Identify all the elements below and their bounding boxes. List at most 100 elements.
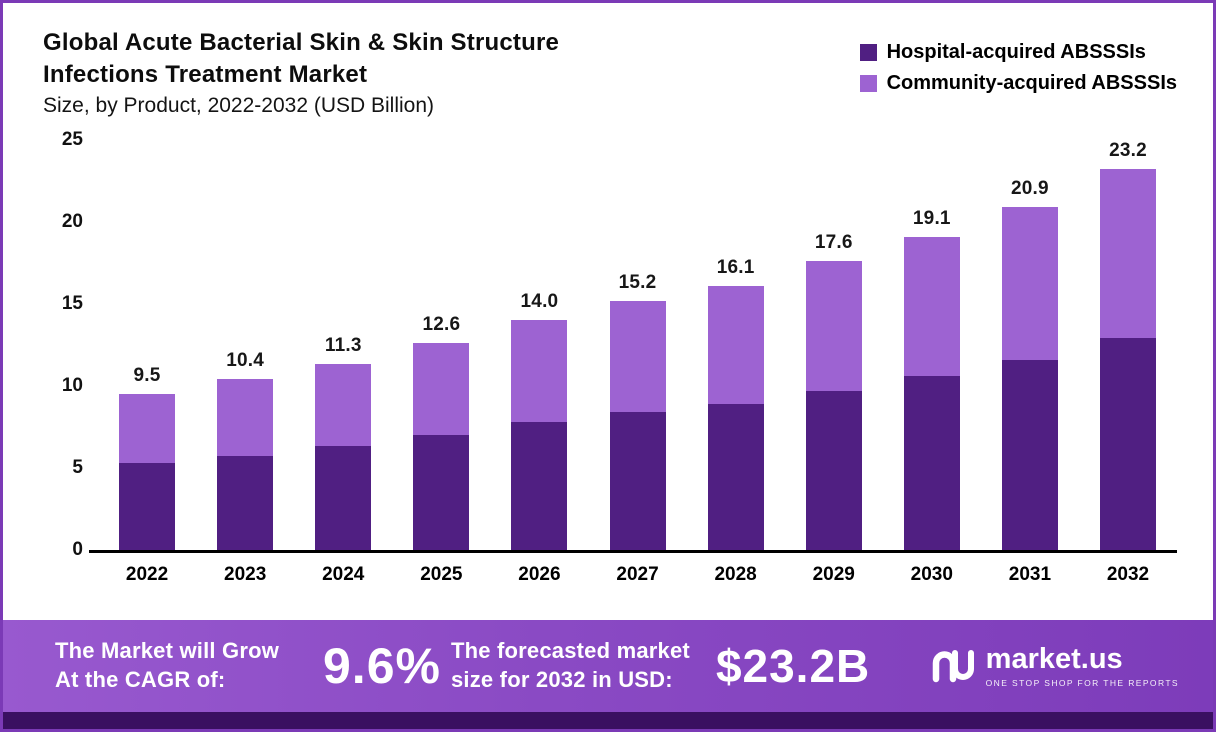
- bar-column-2027: 15.2 2027: [588, 140, 686, 586]
- x-tick-2023: 2023: [224, 563, 267, 585]
- segment-hospital-2022: [119, 462, 176, 550]
- segment-community-2028: [707, 285, 764, 404]
- bar-stack-2024: 11.3: [294, 140, 392, 550]
- cagr-banner: The Market will Grow At the CAGR of: 9.6…: [3, 620, 1213, 712]
- segment-community-2030: [903, 236, 960, 376]
- brand-logo: market.us ONE STOP SHOP FOR THE REPORTS: [930, 642, 1179, 688]
- segment-hospital-2023: [217, 456, 274, 550]
- x-tick-2029: 2029: [812, 563, 855, 585]
- y-axis: 0 5 10 15 20 25: [43, 129, 83, 560]
- legend-swatch-hospital-icon: [859, 44, 877, 61]
- segment-hospital-2026: [511, 421, 568, 550]
- x-axis-line: [89, 549, 1177, 553]
- total-label-2032: 23.2: [1109, 140, 1147, 162]
- x-tick-2032: 2032: [1106, 563, 1150, 585]
- bar-stack-2031: 20.9: [981, 140, 1079, 550]
- total-label-2029: 17.6: [814, 232, 853, 254]
- forecast-line2: size for 2032 in USD:: [450, 667, 673, 692]
- cagr-intro-line2: At the CAGR of:: [55, 667, 226, 692]
- bar-stack-2030: 19.1: [883, 140, 981, 550]
- bar-stack-2022: 9.5: [98, 140, 196, 550]
- legend-item-hospital: Hospital-acquired ABSSSIs: [859, 41, 1177, 64]
- bottom-strip: [3, 712, 1213, 729]
- forecast-text: The forecasted market size for 2032 in U…: [451, 637, 690, 694]
- forecast-value: $23.2B: [715, 640, 871, 692]
- bar-column-2025: 12.6 2025: [392, 140, 490, 586]
- cagr-value: 9.6%: [323, 638, 441, 694]
- segment-hospital-2028: [707, 403, 764, 550]
- x-tick-2030: 2030: [910, 563, 953, 585]
- bar-stack-2023: 10.4: [196, 140, 294, 550]
- segment-hospital-2031: [1001, 359, 1058, 550]
- x-tick-2022: 2022: [125, 563, 169, 585]
- y-tick-25: 25: [61, 128, 83, 150]
- x-tick-2026: 2026: [518, 563, 561, 585]
- y-tick-0: 0: [72, 538, 83, 560]
- chart-subtitle: Size, by Product, 2022-2032 (USD Billion…: [43, 93, 435, 117]
- chart-title-line1: Global Acute Bacterial Skin & Skin Struc…: [43, 29, 560, 56]
- bar-stack-2029: 17.6: [785, 140, 883, 550]
- stacked-bar-chart: 0 5 10 15 20 25 9.5 2022 10.4 2023 11.3 2024 12.6 20…: [43, 129, 1179, 620]
- total-label-2028: 16.1: [716, 256, 755, 278]
- bar-column-2029: 17.6 2029: [785, 140, 883, 586]
- x-tick-2027: 2027: [616, 563, 659, 585]
- segment-hospital-2029: [805, 390, 862, 550]
- bar-column-2032: 23.2 2032: [1079, 140, 1177, 586]
- total-label-2031: 20.9: [1011, 178, 1049, 200]
- marketus-logo-icon: [932, 650, 974, 683]
- x-tick-2024: 2024: [322, 563, 365, 585]
- legend-item-community: Community-acquired ABSSSIs: [859, 72, 1177, 95]
- bar-stack-2025: 12.6: [392, 140, 490, 550]
- brand-name: market.us: [985, 642, 1123, 675]
- bar-column-2022: 9.5 2022: [98, 140, 196, 586]
- segment-community-2027: [609, 300, 666, 413]
- total-label-2024: 11.3: [324, 335, 362, 357]
- plot-area: 9.5 2022 10.4 2023 11.3 2024 12.6 2025 14.0 2026 1…: [98, 140, 1177, 586]
- segment-community-2026: [511, 320, 568, 422]
- legend: Hospital-acquired ABSSSIs Community-acqu…: [859, 27, 1179, 95]
- segment-hospital-2032: [1099, 338, 1156, 550]
- y-tick-20: 20: [61, 210, 83, 232]
- bar-stack-2028: 16.1: [687, 140, 785, 550]
- segment-community-2023: [217, 379, 274, 457]
- y-tick-5: 5: [72, 456, 83, 478]
- total-label-2025: 12.6: [422, 314, 461, 336]
- legend-label-community: Community-acquired ABSSSIs: [886, 72, 1177, 94]
- title-block: Global Acute Bacterial Skin & Skin Struc…: [43, 27, 559, 118]
- bar-column-2030: 19.1 2030: [883, 140, 981, 586]
- cagr-intro-text: The Market will Grow At the CAGR of:: [55, 637, 323, 694]
- brand-text: market.us ONE STOP SHOP FOR THE REPORTS: [985, 642, 1179, 688]
- chart-header: Global Acute Bacterial Skin & Skin Struc…: [43, 27, 1179, 118]
- bar-column-2023: 10.4 2023: [196, 140, 294, 586]
- bar-column-2024: 11.3 2024: [294, 140, 392, 586]
- total-label-2027: 15.2: [618, 271, 657, 293]
- x-tick-2025: 2025: [420, 563, 463, 585]
- forecast-line1: The forecasted market: [450, 638, 690, 664]
- bar-stack-2026: 14.0: [490, 140, 588, 550]
- total-label-2030: 19.1: [912, 207, 951, 229]
- segment-community-2031: [1001, 207, 1058, 360]
- segment-community-2032: [1099, 169, 1156, 339]
- segment-community-2024: [315, 364, 372, 447]
- segment-community-2025: [413, 343, 470, 435]
- segment-community-2022: [119, 394, 176, 463]
- bar-column-2031: 20.9 2031: [981, 140, 1079, 586]
- y-tick-10: 10: [61, 374, 83, 396]
- y-tick-15: 15: [61, 292, 83, 314]
- legend-swatch-community-icon: [859, 75, 877, 92]
- total-label-2022: 9.5: [133, 365, 161, 386]
- total-label-2026: 14.0: [520, 291, 559, 313]
- x-tick-2028: 2028: [714, 563, 757, 585]
- total-label-2023: 10.4: [226, 350, 265, 372]
- cagr-intro-line1: The Market will Grow: [55, 638, 280, 664]
- brand-tagline: ONE STOP SHOP FOR THE REPORTS: [985, 677, 1179, 688]
- segment-hospital-2024: [315, 446, 372, 550]
- chart-section: Global Acute Bacterial Skin & Skin Struc…: [3, 3, 1213, 620]
- x-tick-2031: 2031: [1008, 563, 1052, 585]
- bar-column-2028: 16.1 2028: [687, 140, 785, 586]
- bar-stack-2027: 15.2: [588, 140, 686, 550]
- segment-hospital-2025: [413, 434, 470, 550]
- chart-title-line2: Infections Treatment Market: [43, 61, 368, 89]
- legend-label-hospital: Hospital-acquired ABSSSIs: [886, 41, 1146, 63]
